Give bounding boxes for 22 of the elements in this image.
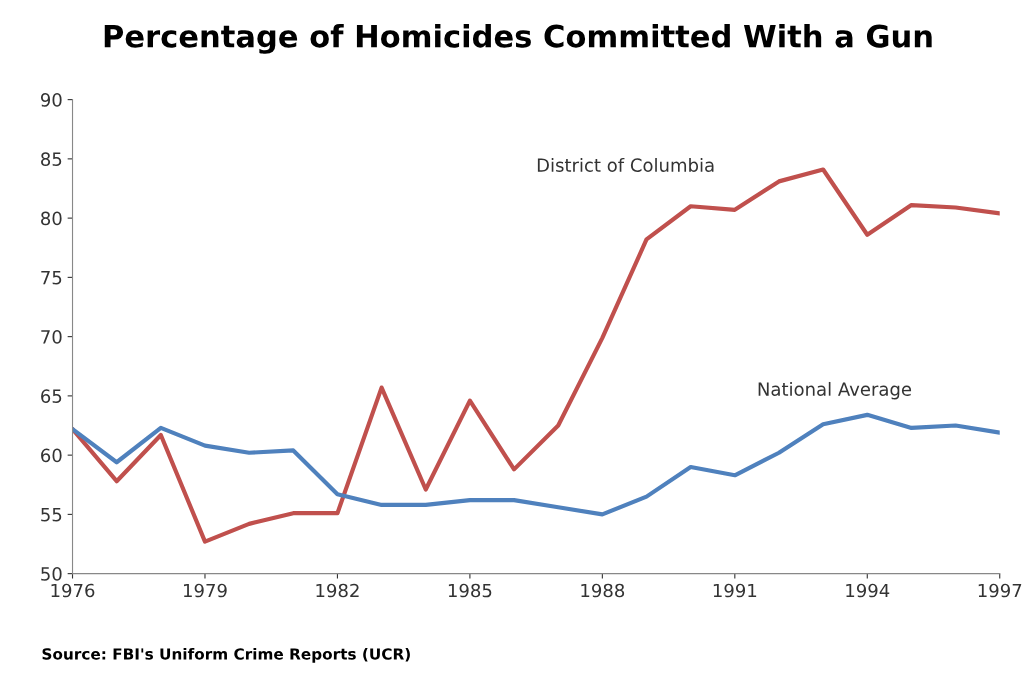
x-tick-label: 1985 [448,583,492,598]
y-tick-label: 55 [41,508,62,522]
x-tick-label: 1994 [846,583,890,598]
y-tick-label: 80 [41,211,62,226]
y-tick-label: 65 [41,389,62,403]
x-tick-label: 1982 [316,583,359,598]
x-tick-label: 1976 [51,583,95,598]
y-tick-label: 75 [41,271,62,285]
y-tick-label: 90 [40,93,62,107]
y-tick-label: 70 [41,330,62,344]
x-tick-label: 1991 [713,583,757,598]
y-tick-label: 85 [41,152,62,166]
series-label: District of Columbia [537,157,714,172]
y-tick-label: 50 [41,567,62,581]
line-series [72,412,1000,517]
x-tick-label: 1997 [978,583,1022,598]
chart-title: Percentage of Homicides Committed With a Gun [104,24,932,54]
x-tick-label: 1979 [183,583,227,598]
source-note: Source: FBI's Uniform Crime Reports (UCR) [42,647,410,663]
y-tick-label: 60 [41,448,62,463]
series-label: National Average [758,381,912,400]
x-tick-label: 1988 [581,583,625,598]
